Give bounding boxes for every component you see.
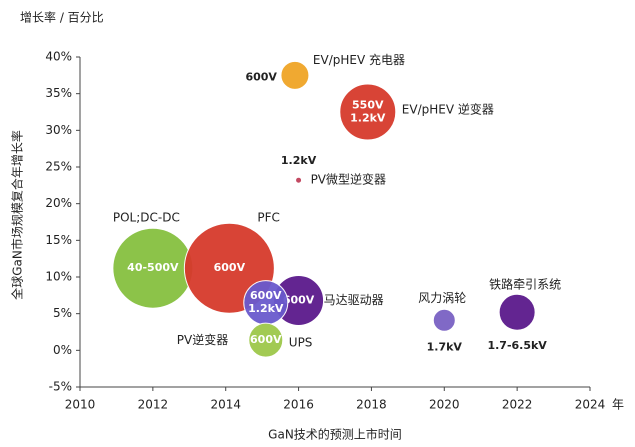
y-tick-label: 10%: [45, 270, 72, 284]
bubble-tag: 600V: [250, 289, 282, 302]
y-tick-label: 35%: [45, 86, 72, 100]
x-tick-label: 2020: [429, 398, 460, 412]
y-tick-label: 25%: [45, 160, 72, 174]
y-tick-label: 40%: [45, 50, 72, 64]
bubble-name: 风力涡轮: [418, 291, 466, 305]
bubble: [295, 176, 303, 184]
x-axis-title: GaN技术的预测上市时间: [268, 427, 402, 442]
x-tick-label: 2022: [502, 398, 533, 412]
bubble-tag: 1.7kV: [427, 340, 463, 353]
bubble: [280, 60, 310, 90]
x-tick-label: 2018: [356, 398, 387, 412]
bubble-tag: 600V: [245, 70, 277, 83]
x-tick-label: 2012: [138, 398, 169, 412]
bubble: [339, 83, 397, 141]
x-tick-label: 2024: [575, 398, 606, 412]
bubble-tag: 600V: [250, 333, 282, 346]
x-tick-label: 2014: [210, 398, 241, 412]
bubble-tag: 600V: [283, 293, 315, 306]
bubble-name: PV微型逆变器: [311, 172, 386, 187]
x-tick-label: 2016: [283, 398, 314, 412]
bubble: [432, 308, 456, 332]
bubble-name: 马达驱动器: [324, 293, 384, 307]
bubble-tag: 1.2kV: [281, 154, 317, 167]
bubble-name: PV逆变器: [177, 332, 228, 347]
y-axis-title: 全球GaN市场规模复合年增长率: [10, 130, 25, 300]
bubble-tag: 1.2kV: [350, 112, 386, 125]
y-tick-label: -5%: [49, 380, 72, 394]
y-tick-label: 5%: [53, 306, 72, 320]
x-tick-label: 2010: [65, 398, 96, 412]
bubble-tag: 40-500V: [127, 261, 179, 274]
x-axis-unit: 年: [612, 398, 624, 412]
bubble-tag: 600V: [214, 261, 246, 274]
bubble-name: POL;DC-DC: [113, 211, 180, 225]
y-tick-label: 30%: [45, 123, 72, 137]
bubble-name: EV/pHEV 充电器: [313, 52, 405, 67]
bubble-name: PFC: [257, 211, 280, 225]
bubble-tag: 1.7-6.5kV: [487, 339, 547, 352]
bubble-name: UPS: [289, 336, 313, 350]
bubble: [248, 322, 284, 358]
y-tick-label: 0%: [53, 343, 72, 357]
bubble: [498, 293, 536, 331]
bubble-name: EV/pHEV 逆变器: [402, 102, 494, 117]
bubble-tag: 1.2kV: [248, 302, 284, 315]
bubble-tag: 550V: [352, 99, 384, 112]
bubble-name: 铁路牵引系统: [489, 277, 561, 292]
y-tick-label: 15%: [45, 233, 72, 247]
y-tick-label: 20%: [45, 196, 72, 210]
chart-title: 增长率 / 百分比: [20, 10, 104, 25]
